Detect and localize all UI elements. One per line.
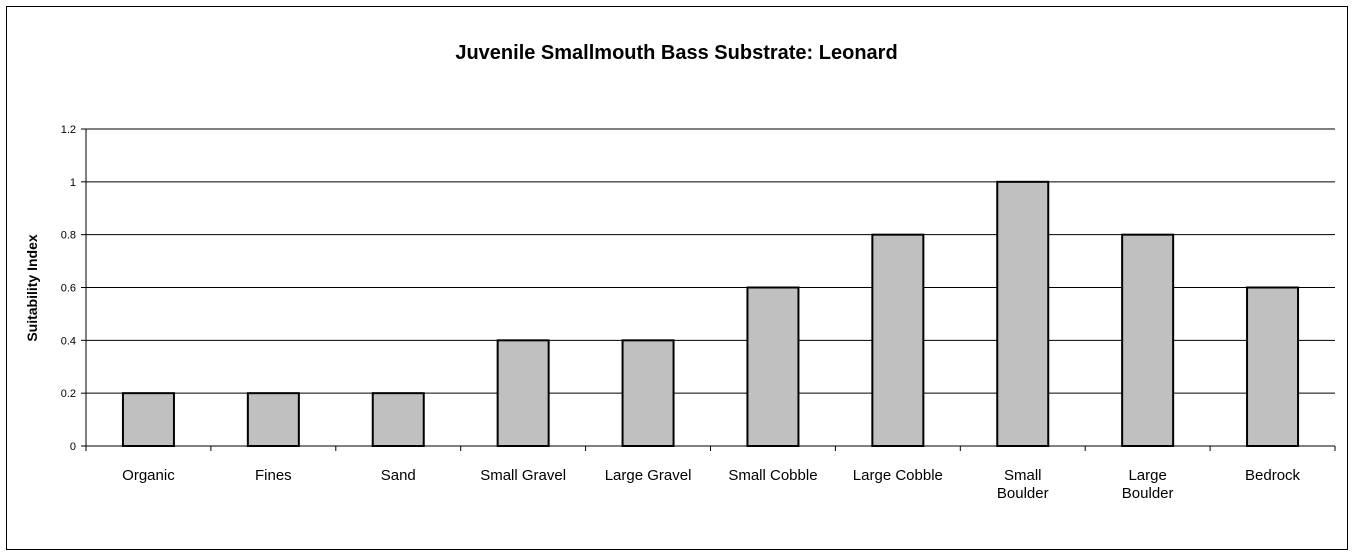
bar — [621, 339, 675, 448]
bar — [871, 233, 925, 447]
x-tick-label: Small Cobble — [728, 467, 817, 484]
y-tick-label: 0.2 — [61, 388, 76, 400]
x-tick-label: Large Boulder — [1122, 467, 1174, 502]
y-tick-label: 0.6 — [61, 283, 76, 295]
x-tick-label: Fines — [255, 467, 292, 484]
y-tick-label: 0 — [70, 441, 76, 453]
bar — [1121, 233, 1175, 447]
x-tick-label: Large Gravel — [605, 467, 692, 484]
chart-title: Juvenile Smallmouth Bass Substrate: Leon… — [455, 42, 898, 64]
bar — [496, 339, 550, 448]
x-tick-label: Small Boulder — [997, 467, 1049, 502]
x-tick-label: Sand — [381, 467, 416, 484]
bar — [746, 286, 800, 447]
x-tick-label: Bedrock — [1245, 467, 1301, 484]
y-tick-label: 0.8 — [61, 230, 76, 242]
bar — [1246, 286, 1300, 447]
x-tick-label: Organic — [122, 467, 175, 484]
x-tick-label: Small Gravel — [480, 467, 566, 484]
x-tick-label: Large Cobble — [853, 467, 943, 484]
bar — [121, 392, 175, 447]
bar — [246, 392, 300, 447]
y-tick-label: 1.2 — [61, 124, 76, 136]
bar — [996, 180, 1050, 447]
y-tick-label: 0.4 — [61, 335, 76, 347]
bar — [371, 392, 425, 447]
y-tick-label: 1 — [70, 177, 76, 189]
